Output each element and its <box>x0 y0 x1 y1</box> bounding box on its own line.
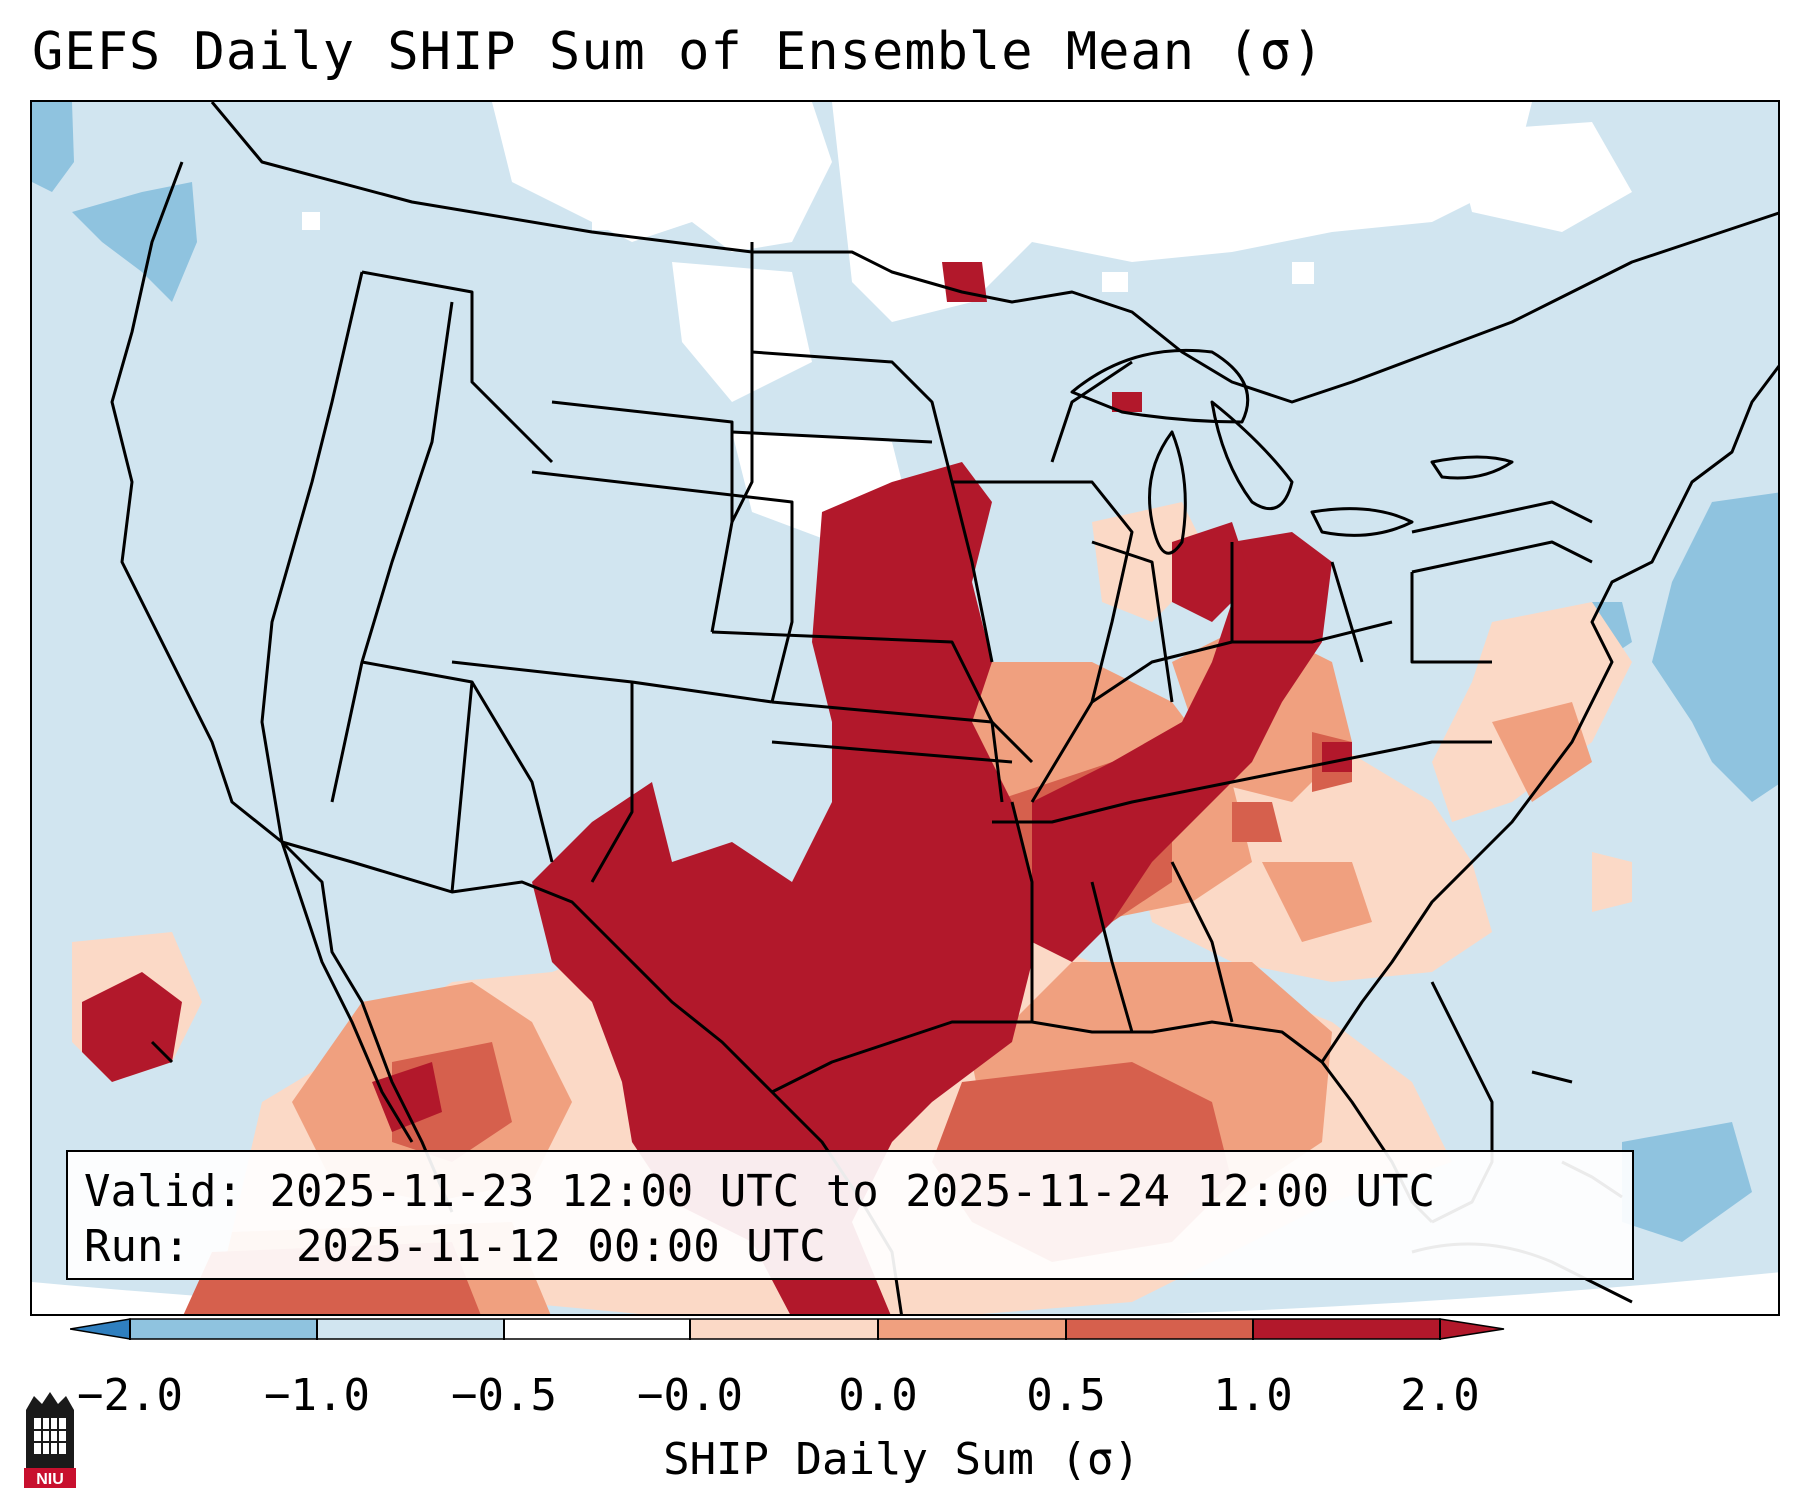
colorbar-segment <box>317 1319 504 1339</box>
colorbar-tick-labels: −2.0 −1.0 −0.5 −0.0 0.0 0.5 1.0 2.0 <box>0 1370 1803 1430</box>
valid-run-info-box: Valid: 2025-11-23 12:00 UTC to 2025-11-2… <box>66 1150 1634 1280</box>
colorbar-segment <box>690 1319 878 1339</box>
colorbar-label: SHIP Daily Sum (σ) <box>663 1434 1140 1485</box>
anomaly-map <box>32 102 1778 1314</box>
map-title: GEFS Daily SHIP Sum of Ensemble Mean (σ) <box>32 22 1325 82</box>
colorbar-tick-label: −0.0 <box>637 1370 743 1421</box>
valid-value: 2025-11-23 12:00 UTC to 2025-11-24 12:00… <box>269 1166 1436 1217</box>
map-panel <box>30 100 1780 1316</box>
colorbar-segment <box>504 1319 690 1339</box>
colorbar-segment <box>878 1319 1066 1339</box>
strong-positive-patches <box>82 262 1352 1314</box>
run-line: Run: 2025-11-12 00:00 UTC <box>84 1219 1616 1274</box>
run-label: Run: <box>84 1221 190 1272</box>
colorbar-segments <box>70 1318 1505 1340</box>
neutral-patches <box>302 102 1632 542</box>
colorbar <box>70 1318 1505 1340</box>
colorbar-segment <box>1066 1319 1253 1339</box>
colorbar-tick-label: −2.0 <box>77 1370 183 1421</box>
colorbar-tick-label: 2.0 <box>1400 1370 1480 1421</box>
colorbar-extend-low <box>70 1318 131 1340</box>
colorbar-tick-label: −1.0 <box>264 1370 370 1421</box>
valid-label: Valid: <box>84 1166 243 1217</box>
run-value: 2025-11-12 00:00 UTC <box>295 1221 826 1272</box>
colorbar-extend-high <box>1439 1318 1505 1340</box>
colorbar-tick-label: 1.0 <box>1213 1370 1293 1421</box>
colorbar-tick-label: −0.5 <box>451 1370 557 1421</box>
colorbar-tick-label: 0.0 <box>838 1370 918 1421</box>
logo-text: NIU <box>36 1471 64 1488</box>
colorbar-tick-label: 0.5 <box>1026 1370 1106 1421</box>
colorbar-segment <box>1253 1319 1440 1339</box>
colorbar-segment <box>130 1319 317 1339</box>
niu-logo: NIU <box>24 1392 76 1488</box>
valid-line: Valid: 2025-11-23 12:00 UTC to 2025-11-2… <box>84 1164 1616 1219</box>
